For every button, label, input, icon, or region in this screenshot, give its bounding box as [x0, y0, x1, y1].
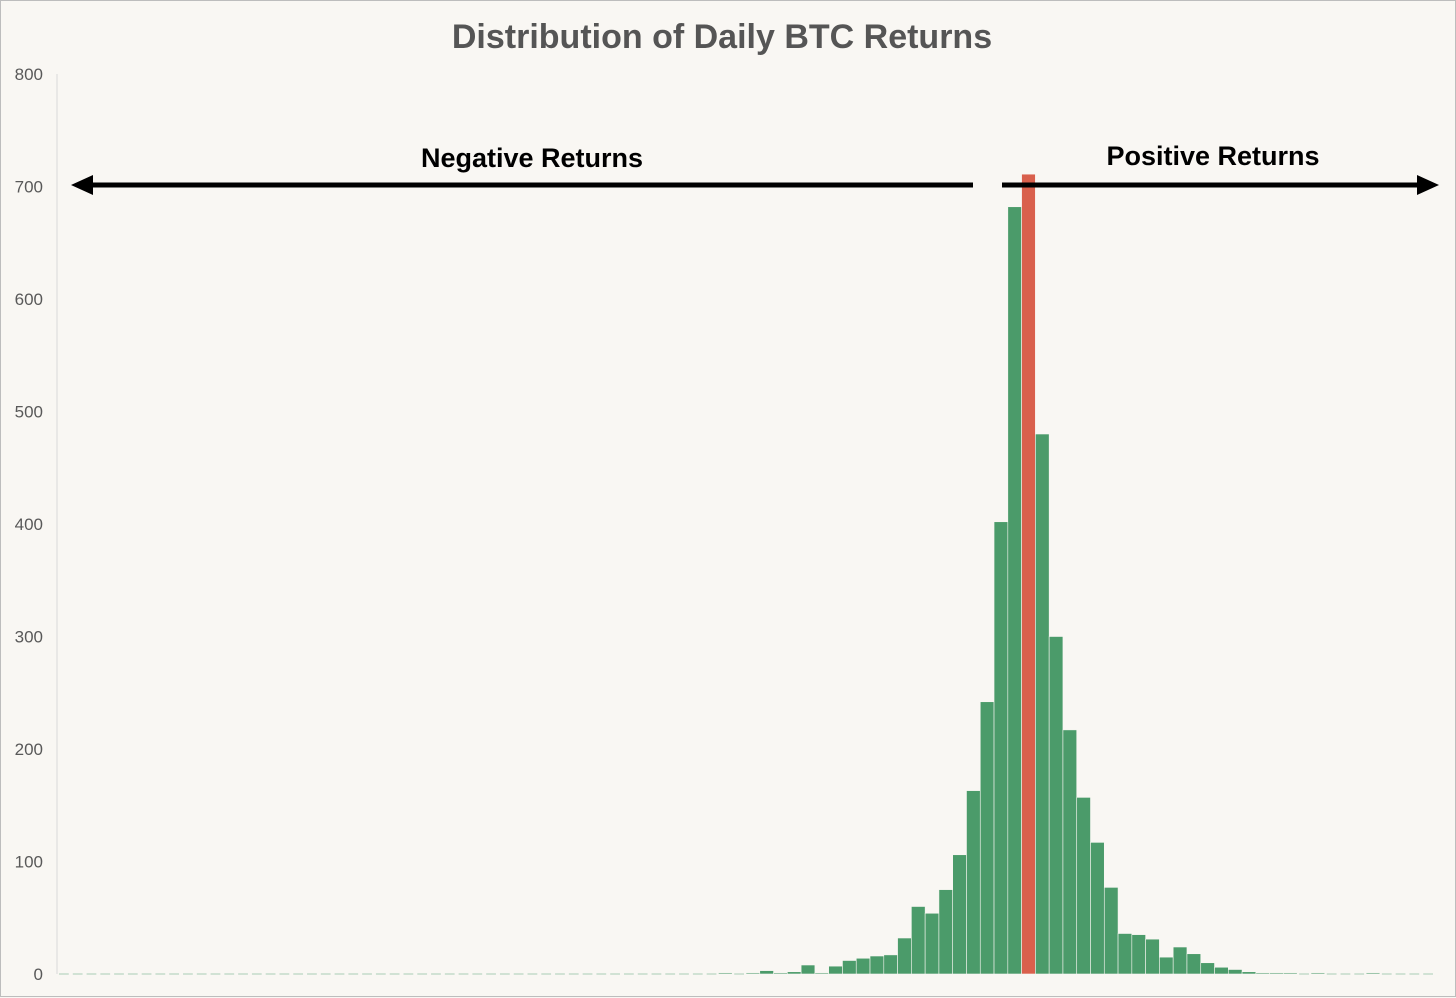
bar — [1131, 934, 1146, 975]
bar — [1255, 972, 1270, 975]
y-tick-label: 500 — [15, 403, 43, 422]
bar — [1310, 972, 1326, 975]
negative-returns-label: Negative Returns — [421, 143, 643, 173]
y-tick-label: 100 — [15, 853, 43, 872]
bar-highlight — [1021, 173, 1036, 975]
bar — [1228, 969, 1243, 975]
bar — [1269, 972, 1284, 975]
y-tick-label: 400 — [15, 515, 43, 534]
bar — [814, 972, 829, 975]
bar — [1283, 972, 1298, 975]
bar — [1062, 729, 1078, 975]
bar — [1103, 887, 1119, 975]
bar — [828, 965, 843, 975]
positive-returns-label: Positive Returns — [1106, 141, 1319, 171]
bar — [1076, 797, 1091, 975]
bar — [869, 955, 885, 975]
bar — [1172, 946, 1188, 975]
bar — [759, 970, 774, 975]
bar — [1241, 971, 1257, 975]
bar — [1007, 206, 1022, 975]
right-arrowhead-icon — [1417, 175, 1439, 195]
bar — [924, 912, 940, 975]
bar — [1200, 962, 1215, 975]
bar — [979, 701, 995, 975]
y-tick-label: 800 — [15, 65, 43, 84]
bar — [718, 972, 733, 975]
bars — [59, 173, 1433, 975]
bar — [1159, 956, 1174, 975]
y-tick-label: 600 — [15, 290, 43, 309]
bar — [911, 906, 926, 975]
bar — [1145, 938, 1160, 975]
bar — [966, 790, 981, 975]
bar — [897, 937, 912, 975]
bar — [1048, 636, 1064, 975]
bar — [938, 889, 953, 975]
chart-title: Distribution of Daily BTC Returns — [452, 18, 992, 56]
bar — [842, 960, 857, 975]
bar — [883, 954, 898, 975]
bar — [745, 972, 761, 975]
bar — [855, 957, 871, 975]
y-tick-label: 0 — [34, 965, 43, 984]
y-axis: 0 100 200 300 400 500 600 700 800 — [15, 65, 58, 984]
bar — [1035, 433, 1050, 975]
annotations: Negative Returns Positive Returns — [71, 141, 1439, 195]
y-tick-label: 200 — [15, 740, 43, 759]
y-tick-label: 700 — [15, 178, 43, 197]
bar — [1214, 966, 1229, 975]
y-tick-label: 300 — [15, 628, 43, 647]
bar — [993, 521, 1009, 975]
bar — [1117, 933, 1133, 975]
bar — [1365, 972, 1381, 975]
bar — [787, 971, 802, 975]
bar — [1186, 953, 1202, 975]
bar — [800, 964, 816, 975]
left-arrowhead-icon — [71, 175, 93, 195]
bar — [773, 972, 788, 975]
bar — [952, 854, 967, 975]
bar — [1090, 842, 1105, 975]
